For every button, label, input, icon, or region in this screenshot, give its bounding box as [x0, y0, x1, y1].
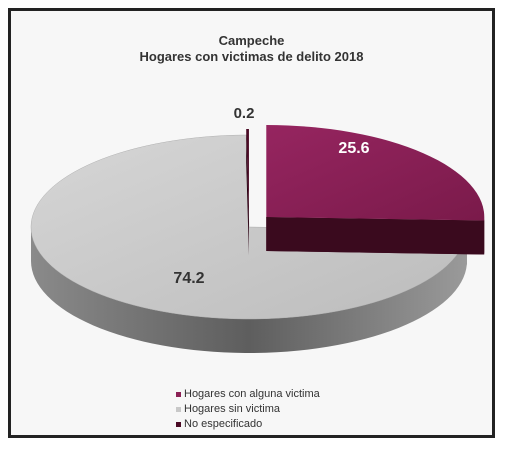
pie-slice: [266, 125, 485, 221]
legend-item: No especificado: [176, 417, 320, 432]
legend: Hogares con alguna victima Hogares sin v…: [176, 387, 320, 432]
data-label: 0.2: [234, 105, 255, 122]
chart-subtitle: Hogares con victimas de delito 2018: [139, 49, 364, 64]
legend-label: Hogares sin victima: [184, 403, 280, 415]
legend-label: Hogares con alguna victima: [184, 388, 320, 400]
legend-swatch: [176, 422, 181, 427]
pie-slice: [246, 129, 249, 222]
legend-swatch: [176, 392, 181, 397]
legend-item: Hogares con alguna victima: [176, 387, 320, 402]
data-label: 25.6: [338, 140, 369, 157]
legend-label: No especificado: [184, 418, 263, 430]
chart-frame: Campeche Hogares con victimas de delito …: [8, 8, 495, 438]
legend-item: Hogares sin victima: [176, 402, 320, 417]
data-label: 74.2: [173, 270, 204, 287]
pie-chart: 25.6 74.2 0.2: [30, 105, 485, 353]
chart-title: Campeche: [218, 33, 285, 48]
legend-swatch: [176, 407, 181, 412]
